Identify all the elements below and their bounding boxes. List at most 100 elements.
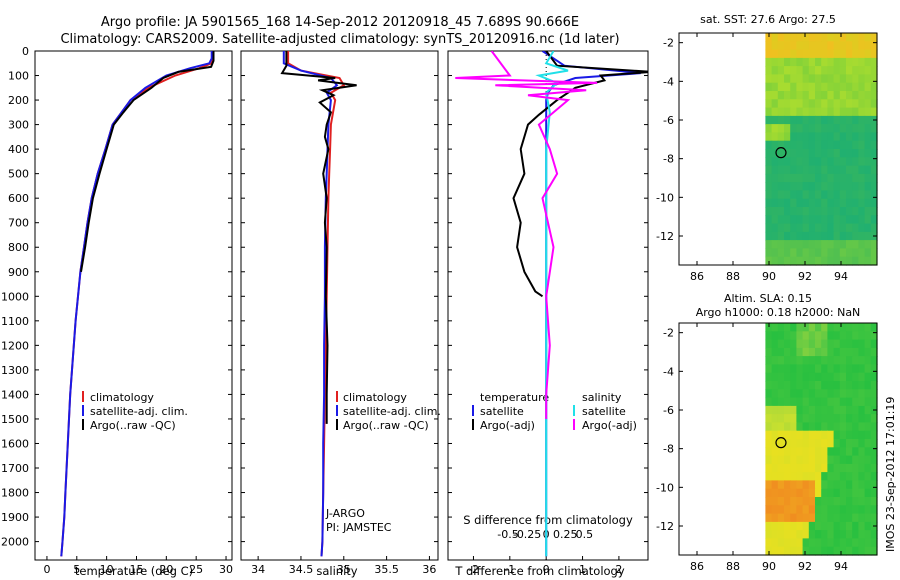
- legend-swatch-climatology: [336, 391, 338, 402]
- map-cell: [833, 356, 841, 365]
- map-cell: [771, 190, 779, 200]
- map-cell: [852, 149, 859, 158]
- map-cell: [808, 173, 816, 183]
- map-cell: [771, 364, 779, 374]
- map-cell: [827, 472, 835, 481]
- salinity-legend: climatology satellite-adj. clim. Argo(..…: [336, 391, 441, 432]
- map-cell: [858, 356, 866, 365]
- map-cell: [802, 49, 810, 59]
- map-cell: [846, 115, 853, 125]
- map-cell: [771, 132, 779, 142]
- map-cell: [858, 538, 866, 548]
- map-cell: [777, 414, 785, 423]
- map-cell: [852, 530, 859, 539]
- x-tick-label: 94: [834, 560, 848, 573]
- map-cell: [870, 439, 878, 448]
- y-tick-label: -8: [663, 153, 674, 166]
- map-cell: [802, 66, 810, 75]
- y-tick-label: 1000: [1, 290, 29, 303]
- map-cell: [790, 66, 797, 75]
- y-tick-label: -12: [656, 520, 674, 533]
- map-cell: [784, 513, 791, 523]
- map-cell: [846, 132, 853, 142]
- map-cell: [852, 347, 859, 357]
- map-cell: [827, 339, 835, 349]
- legend-swatch-temp-satellite: [472, 405, 474, 416]
- map-cell: [852, 140, 859, 150]
- map-cell: [777, 497, 785, 506]
- map-cell: [833, 66, 841, 75]
- map-cell: [808, 223, 816, 233]
- map-cell: [777, 356, 785, 365]
- map-cell: [802, 99, 810, 109]
- y-tick-label: -10: [656, 481, 674, 494]
- map-cell: [765, 364, 773, 374]
- x-tick-label: 5: [73, 563, 80, 576]
- map-cell: [815, 364, 822, 374]
- map-cell: [839, 107, 847, 117]
- map-cell: [846, 414, 853, 423]
- map-cell: [802, 447, 810, 457]
- legend-swatch-sal-argo: [573, 419, 575, 430]
- map-cell: [821, 381, 828, 390]
- map-cell: [784, 414, 791, 423]
- map-cell: [839, 364, 847, 374]
- map-cell: [802, 414, 810, 423]
- map-cell: [765, 439, 773, 448]
- map-cell: [821, 530, 828, 539]
- map-cell: [864, 49, 872, 59]
- map-cell: [839, 521, 847, 531]
- map-cell: [870, 414, 878, 423]
- salinity-annotation-jargo: J-ARGO: [325, 507, 365, 520]
- map-cell: [771, 463, 779, 473]
- map-cell: [821, 405, 828, 415]
- map-cell: [790, 381, 797, 390]
- map-cell: [858, 397, 866, 407]
- map-cell: [833, 505, 841, 515]
- map-cell: [858, 256, 866, 266]
- map-cell: [833, 513, 841, 523]
- map-cell: [827, 546, 835, 556]
- map-cell: [765, 190, 773, 200]
- map-cell: [802, 530, 810, 539]
- map-cell: [777, 115, 785, 125]
- map-cell: [821, 331, 828, 341]
- map-cell: [839, 331, 847, 341]
- x-tick-label: 34.5: [289, 563, 314, 576]
- map-cell: [833, 323, 841, 332]
- x-tick-label: 90: [762, 560, 776, 573]
- y-tick-label: 1400: [1, 388, 29, 401]
- map-cell: [827, 165, 835, 175]
- legend-label-temp-satellite: satellite: [480, 405, 524, 418]
- map-cell: [802, 240, 810, 249]
- y-tick-label: -2: [663, 37, 674, 50]
- map-cell: [777, 513, 785, 523]
- map-cell: [839, 223, 847, 233]
- map-cell: [846, 66, 853, 75]
- map-cell: [802, 513, 810, 523]
- map-cell: [771, 488, 779, 498]
- map-cell: [821, 240, 828, 249]
- map-cell: [790, 173, 797, 183]
- map-cell: [784, 256, 791, 266]
- map-cell: [827, 82, 835, 92]
- map-cell: [790, 99, 797, 109]
- map-cell: [864, 381, 872, 390]
- top-tick-label: -0.25: [513, 528, 541, 541]
- map-cell: [815, 480, 822, 490]
- map-cell: [802, 157, 810, 167]
- map-cell: [796, 513, 804, 523]
- map-cell: [777, 91, 785, 100]
- map-cell: [765, 248, 773, 258]
- map-cell: [771, 538, 779, 548]
- map-cell: [777, 124, 785, 133]
- map-cell: [864, 41, 872, 51]
- map-cell: [827, 190, 835, 200]
- map-cell: [846, 240, 853, 249]
- map-cell: [864, 182, 872, 191]
- sst-map-panel: sat. SST: 27.6 Argo: 27.5 86 88 90 92 94 -2 -4…: [656, 13, 878, 283]
- map-cell: [777, 331, 785, 341]
- map-cell: [777, 132, 785, 142]
- salinity-xlabel: salinity: [316, 564, 357, 578]
- map-cell: [846, 422, 853, 432]
